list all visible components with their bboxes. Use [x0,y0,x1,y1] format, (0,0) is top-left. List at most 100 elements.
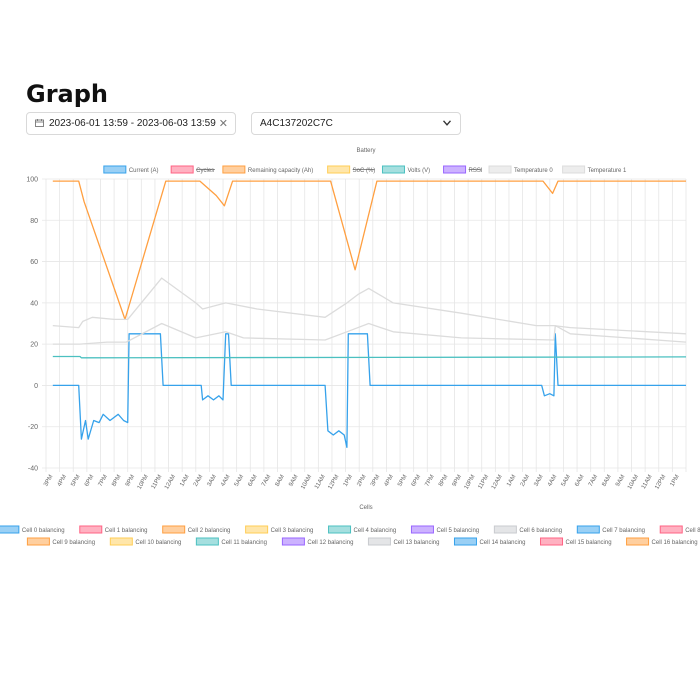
y-tick-label: 100 [26,177,38,184]
x-tick-label: 5PM [70,474,81,488]
x-tick-label: 3PM [43,474,54,488]
x-tick-label: 7PM [98,474,109,488]
x-tick-label: 10AM [627,474,640,491]
x-tick-label: 4PM [384,474,395,488]
legend-item: Temperature 1 [562,165,627,174]
legend-label: Temperature 0 [514,168,553,174]
y-tick-label: 20 [30,342,38,349]
y-tick-label: -20 [28,424,38,431]
legend-label: Temperature 1 [588,168,627,174]
legend-swatch [410,525,434,534]
x-tick-label: 12PM [654,474,667,491]
legend-swatch [381,165,405,174]
legend-label: Cell 7 balancing [602,528,645,534]
cells-legend-item: Cell 12 balancing [281,537,353,546]
legend-swatch [493,525,517,534]
legend-swatch [562,165,586,174]
legend-label: Cell 1 balancing [105,528,148,534]
cells-legend-item: Cell 15 balancing [540,537,612,546]
x-tick-label: 8AM [601,474,612,488]
legend-label: Cell 4 balancing [354,528,397,534]
x-tick-label: 4PM [57,474,68,488]
cells-legend-item: Cell 4 balancing [328,525,397,534]
x-tick-label: 8PM [438,474,449,488]
legend-swatch [195,537,219,546]
x-tick-label: 6AM [574,474,585,488]
cells-legend-item: Cell 0 balancing [0,525,65,534]
x-tick-label: 7PM [424,474,435,488]
legend-item: SoC (%) [327,165,376,174]
cells-legend-item: Cell 8 balancing [659,525,700,534]
x-tick-label: 7AM [588,474,599,488]
x-tick-label: 5PM [397,474,408,488]
legend-label: Cell 16 balancing [652,540,698,546]
cells-legend-item: Cell 11 balancing [195,537,267,546]
date-range-picker[interactable]: 2023-06-01 13:59 - 2023-06-03 13:59 ✕ [26,112,236,135]
legend-label: Cell 6 balancing [519,528,562,534]
x-tick-label: 6PM [411,474,422,488]
legend-item: Current (A) [103,165,159,174]
legend-swatch [79,525,103,534]
legend-swatch [281,537,305,546]
x-tick-label: 9PM [452,474,463,488]
series-lines [52,180,687,449]
device-select-value: A4C137202C7C [260,118,333,129]
legend-swatch [170,165,194,174]
legend-label: Volts (V) [407,168,430,174]
legend-swatch [162,525,186,534]
legend-label: Cell 14 balancing [479,540,525,546]
x-tick-label: 11PM [477,474,490,490]
x-tick-label: 2AM [520,474,531,488]
legend-swatch [328,525,352,534]
x-tick-label: 4AM [220,474,231,488]
legend-label: Cycles [196,168,214,174]
x-tick-label: 12PM [327,474,340,491]
legend-swatch [0,525,20,534]
legend-label: Cell 3 balancing [271,528,314,534]
series-line-temperature-1 [52,322,687,345]
chevron-down-icon [443,120,451,126]
x-tick-label: 9AM [288,474,299,488]
legend-label: Cell 10 balancing [135,540,181,546]
x-tick-label: 8AM [275,474,286,488]
date-range-value: 2023-06-01 13:59 - 2023-06-03 13:59 [49,118,216,129]
legend-label: SoC (%) [353,168,376,174]
legend-item: RSSI [443,165,483,174]
series-line-temperature-0 [52,277,687,335]
x-tick-label: 6AM [247,474,258,488]
cells-legend-item: Cell 10 balancing [109,537,181,546]
x-tick-label: 12AM [491,474,504,491]
x-tick-label: 2AM [193,474,204,488]
clear-icon[interactable]: ✕ [218,118,228,130]
x-tick-label: 11AM [314,474,327,490]
series-line-remaining-capacity-ah [52,180,686,321]
legend-swatch [245,525,269,534]
x-tick-label: 6PM [84,474,95,488]
cells-legend-item: Cell 5 balancing [410,525,479,534]
x-tick-label: 4AM [547,474,558,488]
device-select[interactable]: A4C137202C7C [251,112,461,135]
x-tick-label: 10PM [137,474,150,491]
x-tick-label: 1AM [179,474,190,488]
page-title: Graph [26,80,108,108]
legend-label: RSSI [469,168,483,174]
battery-legend: Current (A) Cycles Remaining capacity (Ah)… [103,165,627,174]
legend-label: Remaining capacity (Ah) [248,168,313,174]
x-tick-label: 3AM [207,474,218,488]
x-tick-label: 1PM [670,474,681,488]
legend-swatch [540,537,564,546]
y-tick-label: 60 [30,259,38,266]
legend-swatch [222,165,246,174]
legend-swatch [109,537,133,546]
x-tick-label: 3PM [370,474,381,488]
legend-item: Temperature 0 [488,165,553,174]
x-tick-label: 9PM [125,474,136,488]
legend-swatch [453,537,477,546]
legend-item: Remaining capacity (Ah) [222,165,313,174]
cells-legend-item: Cell 16 balancing [626,537,698,546]
legend-label: Cell 2 balancing [188,528,231,534]
legend-swatch [626,537,650,546]
x-tick-label: 2PM [356,474,367,488]
cells-legend-item: Cell 13 balancing [367,537,439,546]
x-tick-label: 8PM [111,474,122,488]
